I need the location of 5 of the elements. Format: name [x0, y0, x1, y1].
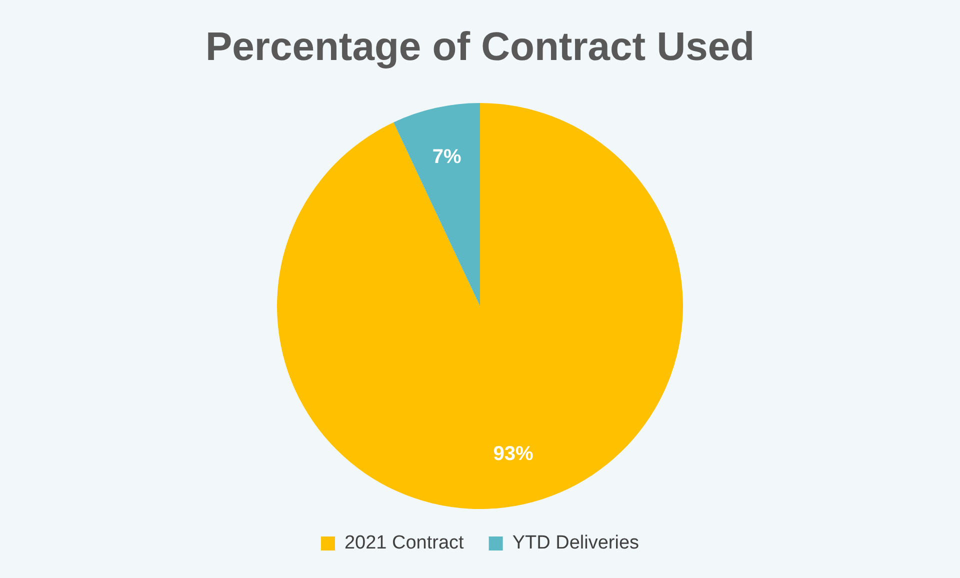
legend-label: 2021 Contract	[344, 532, 465, 554]
data-label: 7%	[432, 146, 462, 168]
data-label: 93%	[493, 443, 534, 466]
legend-label: YTD Deliveries	[512, 532, 640, 554]
chart-title: Percentage of Contract Used	[205, 25, 755, 70]
